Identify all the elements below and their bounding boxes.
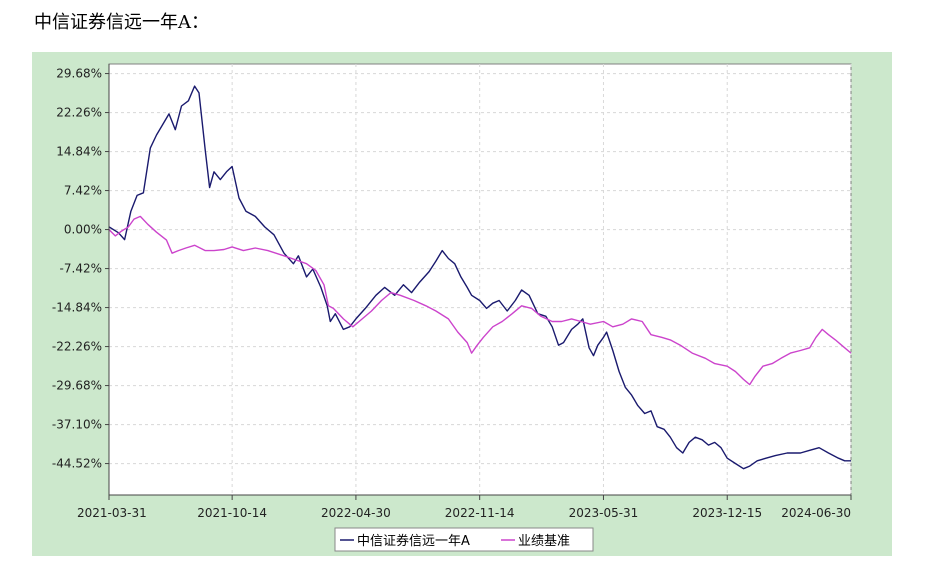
plot-area — [108, 63, 852, 496]
page-heading: 中信证券信远一年A： — [34, 12, 209, 33]
x-tick-label: 2023-05-31 — [569, 506, 639, 520]
y-tick-label: 7.42% — [64, 184, 102, 198]
y-tick-label: -44.52% — [52, 457, 102, 471]
x-tick-label: 2021-03-31 — [77, 506, 147, 520]
y-tick-label: 29.68% — [56, 67, 102, 81]
y-tick-label: -29.68% — [52, 379, 102, 393]
series-line-benchmark — [108, 215, 852, 386]
y-tick-label: -37.10% — [52, 418, 102, 432]
line-chart: 29.68% 22.26% 14.84% 7.42% 0.00% -7.42% -14.84… — [52, 63, 852, 552]
x-tick-label: 2022-04-30 — [321, 506, 391, 520]
y-tick-label: -14.84% — [52, 301, 102, 315]
y-tick-label: 22.26% — [56, 106, 102, 120]
legend-label-fund: 中信证券信远一年A — [357, 533, 470, 549]
legend-label-benchmark: 业绩基准 — [518, 534, 570, 549]
chart-panel: 29.68% 22.26% 14.84% 7.42% 0.00% -7.42% -14.84… — [32, 52, 892, 556]
x-tick-label: 2024-06-30 — [781, 506, 851, 520]
chart-legend: 中信证券信远一年A 业绩基准 — [334, 527, 594, 552]
y-tick-label: -7.42% — [60, 262, 102, 276]
x-tick-label: 2023-12-15 — [692, 506, 762, 520]
series-line-fund — [108, 85, 851, 470]
y-tick-labels: 29.68% 22.26% 14.84% 7.42% 0.00% -7.42% -14.84… — [52, 67, 109, 471]
x-tick-labels: 2021-03-31 2021-10-14 2022-04-30 2022-11-14… — [77, 495, 852, 520]
y-tick-label: 14.84% — [56, 145, 102, 159]
y-tick-label: -22.26% — [52, 340, 102, 354]
x-tick-label: 2021-10-14 — [197, 506, 267, 520]
grid-lines — [108, 64, 852, 495]
series-lines — [108, 85, 852, 470]
x-tick-label: 2022-11-14 — [445, 506, 515, 520]
y-tick-label: 0.00% — [64, 223, 102, 237]
legend-box — [334, 527, 594, 552]
